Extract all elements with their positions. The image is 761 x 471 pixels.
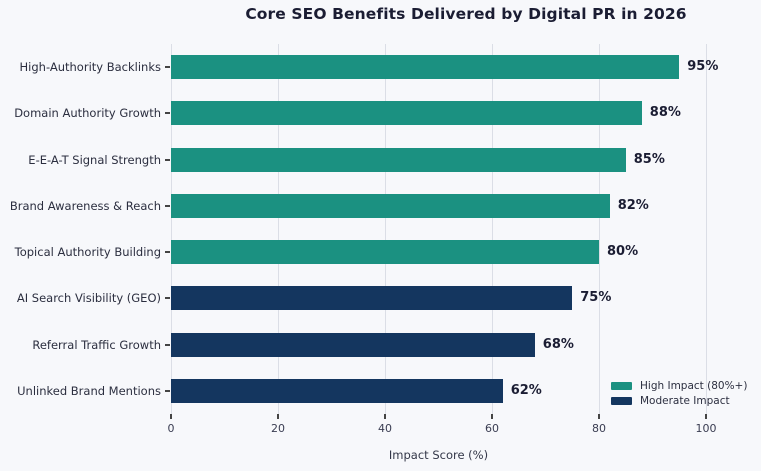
x-tick-mark <box>170 414 172 419</box>
y-tick-mark <box>165 389 170 392</box>
x-tick-mark <box>598 414 600 419</box>
legend-label: Moderate Impact <box>640 394 730 407</box>
gridline <box>492 44 493 414</box>
x-axis: 0 20 40 60 80 100 <box>167 414 757 448</box>
gridline <box>706 44 707 414</box>
gridline <box>278 44 279 414</box>
gridline <box>171 44 172 414</box>
legend: High Impact (80%+) Moderate Impact <box>611 378 747 408</box>
y-tick-mark <box>165 158 170 161</box>
legend-item: Moderate Impact <box>611 393 747 408</box>
bar-value-label: 95% <box>687 59 719 75</box>
category-label: Referral Traffic Growth <box>32 337 161 352</box>
y-tick-mark <box>165 204 170 207</box>
category-label: AI Search Visibility (GEO) <box>16 291 161 306</box>
category-label: High-Authority Backlinks <box>19 60 161 75</box>
bar-value-label: 88% <box>649 105 681 121</box>
bar-value-label: 85% <box>633 151 665 167</box>
legend-label: High Impact (80%+) <box>640 379 748 392</box>
y-tick-mark <box>165 297 170 300</box>
bar-value-label: 82% <box>617 197 649 213</box>
category-label: Unlinked Brand Mentions <box>17 383 161 398</box>
y-tick-mark <box>165 251 170 254</box>
bar <box>171 286 573 311</box>
y-axis-ticks <box>165 44 171 414</box>
x-tick-label: 80 <box>592 422 606 435</box>
x-tick-mark <box>705 414 707 419</box>
bar <box>171 55 680 80</box>
chart-title: Core SEO Benefits Delivered by Digital P… <box>245 5 687 23</box>
legend-swatch <box>611 381 632 390</box>
x-tick-mark <box>277 414 279 419</box>
x-axis-title: Impact Score (%) <box>388 448 489 462</box>
y-axis-labels: High-Authority Backlinks Domain Authority… <box>0 44 161 414</box>
bar <box>171 101 642 126</box>
category-label: E-E-A-T Signal Strength <box>28 152 161 167</box>
x-tick-label: 40 <box>378 422 392 435</box>
bar-value-label: 62% <box>510 382 542 398</box>
bar-value-label: 75% <box>580 290 612 306</box>
bar <box>171 332 535 357</box>
x-tick-label: 20 <box>271 422 285 435</box>
category-label: Topical Authority Building <box>14 245 161 260</box>
plot-area: 95% 88% 85% 82% 80% 75% 68% 62% <box>171 44 757 414</box>
category-label: Domain Authority Growth <box>14 106 161 121</box>
x-tick-label: 60 <box>485 422 499 435</box>
y-tick-mark <box>165 343 170 346</box>
y-tick-mark <box>165 66 170 69</box>
legend-item: High Impact (80%+) <box>611 378 747 393</box>
category-label: Brand Awareness & Reach <box>9 198 161 213</box>
bar-value-label: 80% <box>607 244 639 260</box>
bar-value-label: 68% <box>542 336 574 352</box>
gridline <box>599 44 600 414</box>
bar <box>171 193 610 218</box>
bar <box>171 378 503 403</box>
x-tick-mark <box>491 414 493 419</box>
y-tick-mark <box>165 112 170 115</box>
x-tick-label: 0 <box>167 422 175 435</box>
x-tick-label: 100 <box>695 422 717 435</box>
bar <box>171 147 626 172</box>
legend-swatch <box>611 396 632 405</box>
gridline <box>385 44 386 414</box>
x-tick-mark <box>384 414 386 419</box>
bar <box>171 240 599 265</box>
